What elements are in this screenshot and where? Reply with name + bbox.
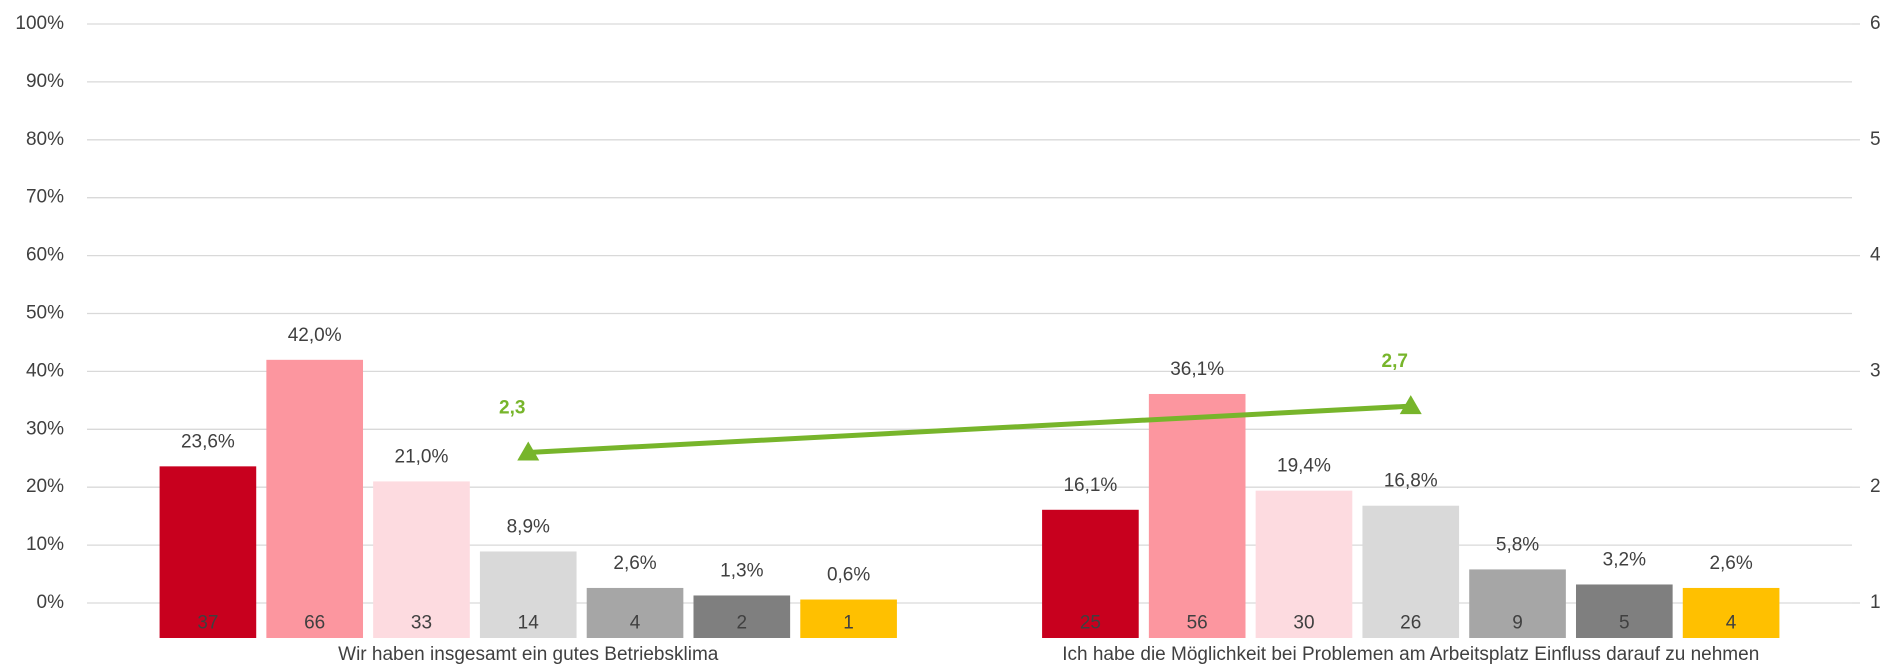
- value-label: 16,8%: [1384, 471, 1438, 492]
- value-label: 21,0%: [395, 446, 449, 467]
- y2-tick-label: 4: [1870, 245, 1881, 266]
- line-value-label: 2,7: [1382, 351, 1408, 372]
- count-box: [800, 603, 897, 638]
- y-tick-label: 50%: [26, 303, 64, 324]
- line-marker: [517, 441, 540, 461]
- count-box: [1362, 603, 1460, 638]
- y-tick-label: 60%: [26, 245, 64, 266]
- y2-tick-label: 5: [1870, 129, 1881, 150]
- y-tick-label: 20%: [26, 476, 64, 497]
- value-label: 2,6%: [1709, 553, 1752, 574]
- count-box: [586, 603, 684, 638]
- x-tick-label: Wir haben insgesamt ein gutes Betriebskl…: [338, 644, 719, 665]
- count-box: [373, 603, 470, 638]
- count-box: [1575, 603, 1673, 638]
- count-box: [159, 603, 257, 638]
- count-box: [1148, 603, 1246, 638]
- bar: [800, 599, 897, 603]
- count-label: 4: [630, 613, 641, 634]
- line-value-label: 2,3: [499, 397, 525, 418]
- value-label: 0,6%: [827, 565, 870, 586]
- bar: [1682, 587, 1780, 603]
- value-label: 2,6%: [613, 553, 656, 574]
- y-tick-label: 0%: [37, 592, 65, 613]
- value-label: 5,8%: [1496, 534, 1539, 555]
- x-tick-label: Ich habe die Möglichkeit bei Problemen a…: [1062, 644, 1759, 665]
- count-label: 14: [518, 613, 540, 634]
- bar: [479, 551, 577, 603]
- y-tick-label: 70%: [26, 187, 64, 208]
- bar: [1042, 509, 1139, 603]
- count-label: 56: [1187, 613, 1208, 634]
- bar: [373, 481, 470, 603]
- value-label: 3,2%: [1603, 549, 1646, 570]
- y-tick-label: 40%: [26, 360, 64, 381]
- bar: [1469, 569, 1566, 603]
- y-tick-label: 30%: [26, 418, 64, 439]
- bar: [1362, 505, 1460, 603]
- bar: [1148, 393, 1246, 603]
- y-tick-label: 80%: [26, 129, 64, 150]
- line-marker: [1399, 395, 1422, 415]
- y2-tick-label: 1: [1870, 592, 1881, 613]
- count-box: [266, 603, 364, 638]
- count-label: 9: [1512, 613, 1523, 634]
- count-label: 33: [411, 613, 432, 634]
- y2-tick-label: 6: [1870, 13, 1881, 34]
- y2-tick-label: 2: [1870, 476, 1881, 497]
- count-box: [1042, 603, 1139, 638]
- count-label: 25: [1080, 613, 1101, 634]
- value-label: 8,9%: [507, 516, 550, 537]
- value-label: 19,4%: [1277, 456, 1331, 477]
- value-label: 23,6%: [181, 431, 235, 452]
- bar: [1255, 490, 1353, 603]
- value-label: 16,1%: [1063, 475, 1117, 496]
- count-label: 37: [197, 613, 218, 634]
- bar: [586, 587, 684, 603]
- bar: [693, 595, 791, 603]
- y-tick-label: 10%: [26, 534, 64, 555]
- count-box: [693, 603, 791, 638]
- count-label: 2: [737, 613, 748, 634]
- y2-tick-label: 3: [1870, 360, 1881, 381]
- count-label: 26: [1400, 613, 1421, 634]
- y-tick-label: 100%: [15, 13, 64, 34]
- value-label: 1,3%: [720, 560, 763, 581]
- count-box: [1469, 603, 1566, 638]
- count-label: 66: [304, 613, 325, 634]
- bar: [266, 359, 364, 603]
- count-label: 5: [1619, 613, 1630, 634]
- count-box: [1255, 603, 1353, 638]
- value-label: 42,0%: [288, 325, 342, 346]
- count-label: 1: [843, 613, 854, 634]
- line: [528, 403, 1411, 455]
- y-tick-label: 90%: [26, 71, 64, 92]
- count-box: [1682, 603, 1780, 638]
- bar: [1575, 584, 1673, 603]
- count-box: [479, 603, 577, 638]
- count-label: 4: [1726, 613, 1737, 634]
- count-label: 30: [1293, 613, 1314, 634]
- value-label: 36,1%: [1170, 359, 1224, 380]
- bar: [159, 466, 257, 603]
